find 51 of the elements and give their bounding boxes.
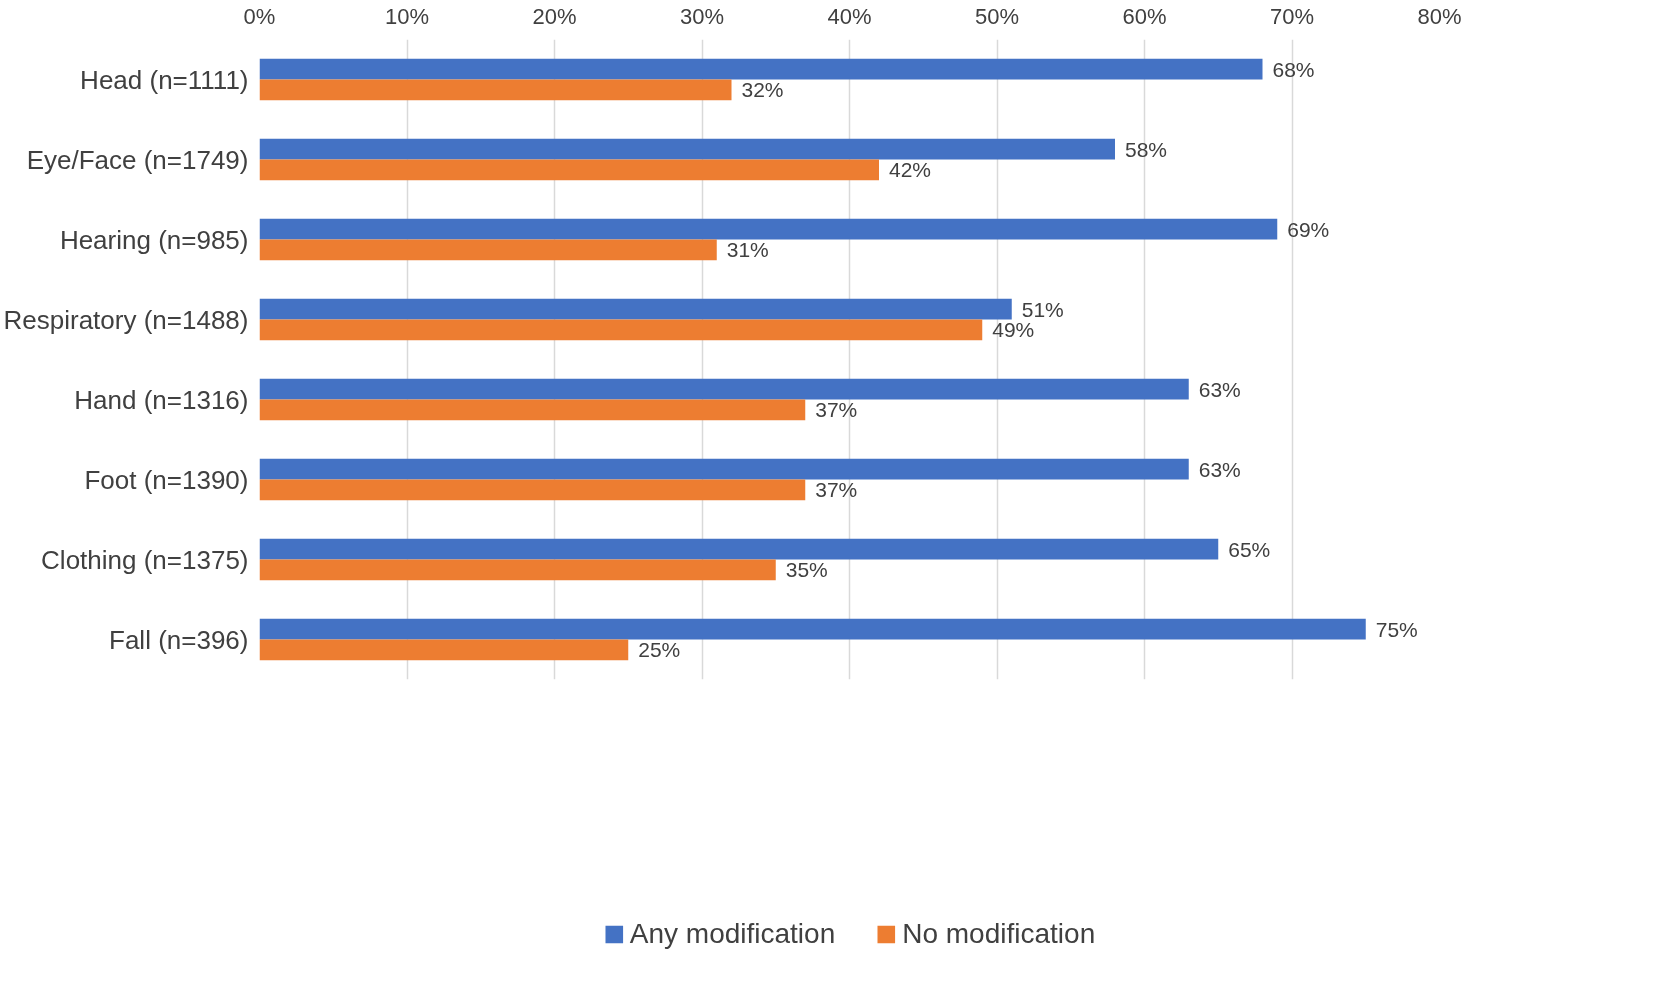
y-tick-label: Head (n=1111) — [80, 64, 249, 95]
x-tick-label: 80% — [1417, 3, 1462, 29]
bar — [259, 458, 1189, 480]
legend-label: No modification — [902, 918, 1096, 950]
data-label: 49% — [992, 318, 1035, 342]
x-tick-label: 20% — [532, 3, 577, 29]
bar — [259, 538, 1219, 560]
data-label: 63% — [1198, 457, 1241, 481]
data-label: 37% — [815, 398, 858, 422]
bar — [259, 319, 983, 341]
data-label: 69% — [1287, 217, 1330, 241]
bar — [259, 138, 1115, 160]
bar — [259, 559, 776, 581]
data-label: 51% — [1021, 297, 1064, 321]
bar — [259, 58, 1263, 80]
data-label: 68% — [1272, 57, 1315, 81]
x-tick-label: 10% — [384, 3, 430, 29]
bar — [259, 378, 1189, 400]
bar — [259, 218, 1278, 240]
x-tick-label: 60% — [1122, 3, 1167, 29]
bar — [259, 618, 1366, 640]
y-tick-label: Hearing (n=985) — [59, 224, 249, 255]
data-label: 58% — [1125, 137, 1168, 161]
bar — [259, 79, 732, 101]
bar — [259, 239, 717, 261]
x-tick-label: 40% — [827, 3, 872, 29]
x-tick-label: 70% — [1269, 3, 1315, 29]
x-tick-label: 50% — [974, 3, 1020, 29]
data-label: 42% — [889, 158, 932, 182]
data-label: 37% — [815, 478, 858, 502]
bar — [259, 298, 1012, 320]
data-label: 35% — [785, 558, 828, 582]
bar — [259, 159, 879, 181]
y-tick-label: Respiratory (n=1488) — [3, 304, 249, 335]
data-label: 75% — [1375, 617, 1418, 641]
data-label: 65% — [1228, 537, 1271, 561]
data-label: 31% — [726, 238, 769, 262]
legend-label: Any modification — [629, 918, 836, 950]
bar — [259, 639, 629, 661]
y-tick-label: Hand (n=1316) — [74, 384, 249, 415]
y-tick-label: Clothing (n=1375) — [41, 544, 249, 575]
bar — [259, 479, 806, 501]
y-tick-label: Foot (n=1390) — [84, 464, 249, 495]
x-tick-label: 30% — [679, 3, 725, 29]
y-tick-label: Fall (n=396) — [109, 624, 249, 655]
data-label: 63% — [1198, 377, 1241, 401]
y-tick-label: Eye/Face (n=1749) — [26, 144, 249, 175]
bar — [259, 399, 806, 421]
data-label: 32% — [741, 78, 784, 102]
data-label: 25% — [638, 638, 681, 662]
x-tick-label: 0% — [243, 3, 276, 29]
